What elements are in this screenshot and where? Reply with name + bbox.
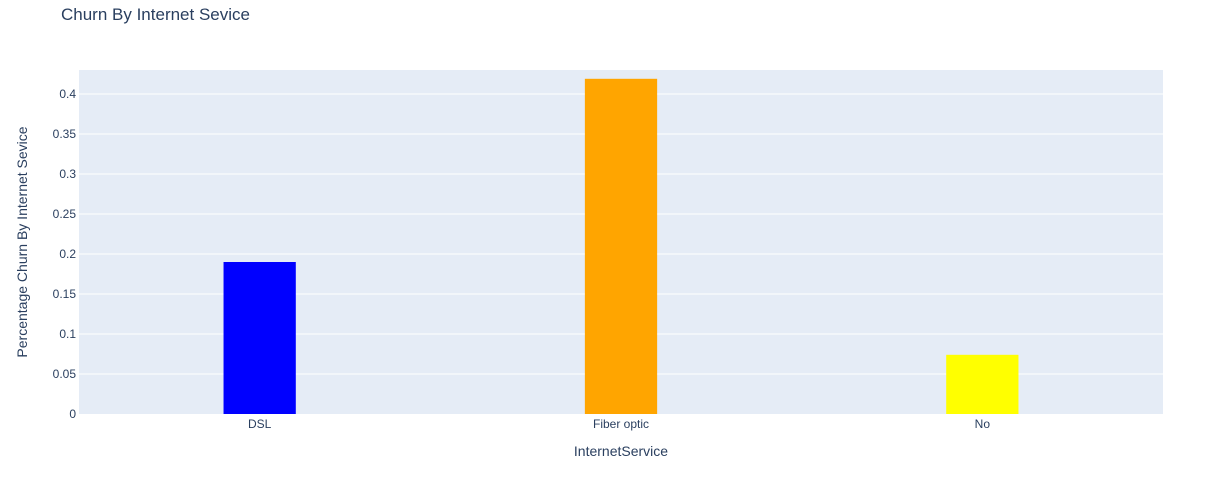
bar-dsl[interactable] (223, 262, 296, 414)
x-axis-title: InternetService (574, 443, 668, 459)
y-tick-label: 0.2 (59, 247, 76, 261)
x-tick-label: No (975, 417, 991, 431)
y-tick-label: 0.05 (53, 367, 77, 381)
y-tick-label: 0.15 (53, 287, 77, 301)
x-axis-ticks: DSL Fiber optic No (248, 417, 990, 431)
y-axis-ticks: 0 0.05 0.1 0.15 0.2 0.25 0.3 0.35 0.4 (53, 87, 77, 421)
y-tick-label: 0.1 (59, 327, 76, 341)
bars (223, 78, 1019, 415)
y-tick-label: 0.25 (53, 207, 77, 221)
y-tick-label: 0.35 (53, 127, 77, 141)
x-tick-label: Fiber optic (593, 417, 649, 431)
x-tick-label: DSL (248, 417, 272, 431)
bar-no[interactable] (946, 354, 1019, 414)
bar-fiber-optic[interactable] (584, 78, 658, 415)
chart-title: Churn By Internet Sevice (61, 5, 250, 24)
y-axis-title: Percentage Churn By Internet Sevice (14, 126, 30, 357)
y-tick-label: 0 (69, 407, 76, 421)
y-tick-label: 0.4 (59, 87, 76, 101)
y-tick-label: 0.3 (59, 167, 76, 181)
